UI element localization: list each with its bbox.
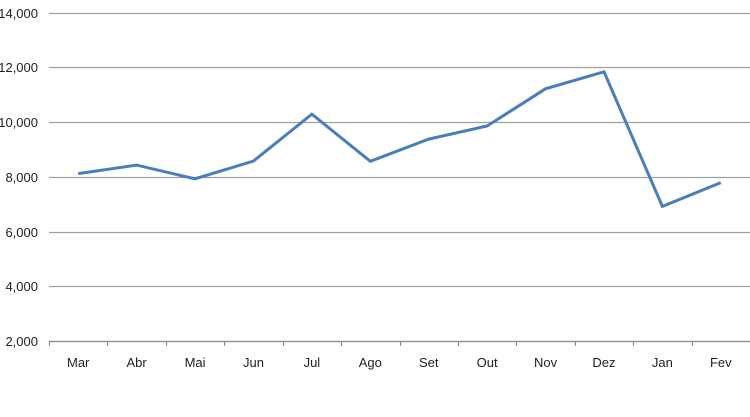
x-tick-label: Mar [67, 355, 90, 370]
x-tick-label: Fev [710, 355, 732, 370]
x-tick-label: Abr [127, 355, 148, 370]
x-tick-label: Mai [185, 355, 206, 370]
x-tick-label: Nov [534, 355, 558, 370]
series [78, 72, 721, 207]
series-line [78, 72, 721, 207]
y-tick-label: 14,000 [0, 6, 38, 21]
y-axis-tick-labels: 2,000 4,000 6,000 8,000 10,000 12,000 14,000 [0, 6, 38, 349]
x-tick-label: Jun [243, 355, 264, 370]
x-tick-label: Ago [359, 355, 382, 370]
x-tick-label: Jan [652, 355, 673, 370]
x-tick-label: Out [477, 355, 498, 370]
x-tick-label: Jul [304, 355, 321, 370]
x-axis [49, 341, 750, 346]
y-tick-label: 2,000 [5, 334, 38, 349]
y-tick-label: 8,000 [5, 170, 38, 185]
y-tick-label: 12,000 [0, 60, 38, 75]
y-tick-label: 6,000 [5, 225, 38, 240]
x-tick-label: Set [419, 355, 439, 370]
x-axis-tick-labels: Mar Abr Mai Jun Jul Ago Set Out Nov Dez Jan Fev [67, 355, 732, 370]
x-tick-label: Dez [592, 355, 615, 370]
y-tick-label: 4,000 [5, 279, 38, 294]
y-tick-label: 10,000 [0, 115, 38, 130]
